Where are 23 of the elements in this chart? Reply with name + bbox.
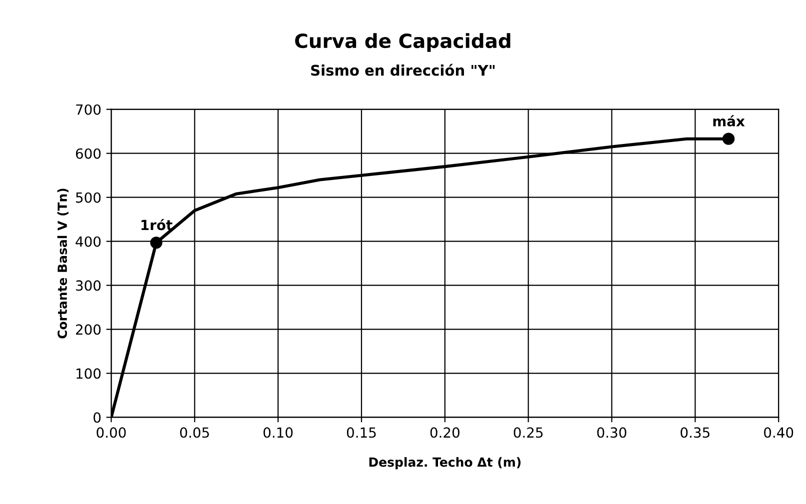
y-tick-label: 200 (76, 324, 101, 335)
x-tick-label: 0.25 (514, 427, 543, 438)
x-axis-title: Desplaz. Techo Δt (m) (369, 457, 521, 470)
y-axis-title: Cortante Basal V (Tn) (57, 188, 68, 338)
x-tick-label: 0.10 (264, 427, 293, 438)
y-tick-label: 600 (76, 148, 101, 159)
annotation: máx (713, 115, 745, 126)
chart-subtitle: Sismo en dirección "Y" (311, 64, 495, 76)
y-tick-label: 400 (76, 236, 101, 247)
annotation: 1rót (141, 218, 172, 230)
y-tick-label: 0 (94, 412, 101, 423)
y-tick-label: 100 (76, 368, 101, 379)
x-tick-label: 0.15 (346, 427, 376, 438)
chart-title: Curva de Capacidad (295, 33, 510, 52)
x-tick-label: 0.00 (96, 427, 126, 438)
x-tick-label: 0.05 (180, 427, 209, 438)
y-tick-label: 700 (76, 104, 101, 115)
x-tick-label: 0.20 (430, 427, 460, 438)
x-tick-label: 0.35 (680, 427, 710, 438)
x-tick-label: 0.30 (597, 427, 626, 438)
y-tick-label: 500 (76, 192, 101, 203)
x-tick-label: 0.40 (764, 427, 794, 438)
y-tick-label: 300 (76, 280, 101, 291)
